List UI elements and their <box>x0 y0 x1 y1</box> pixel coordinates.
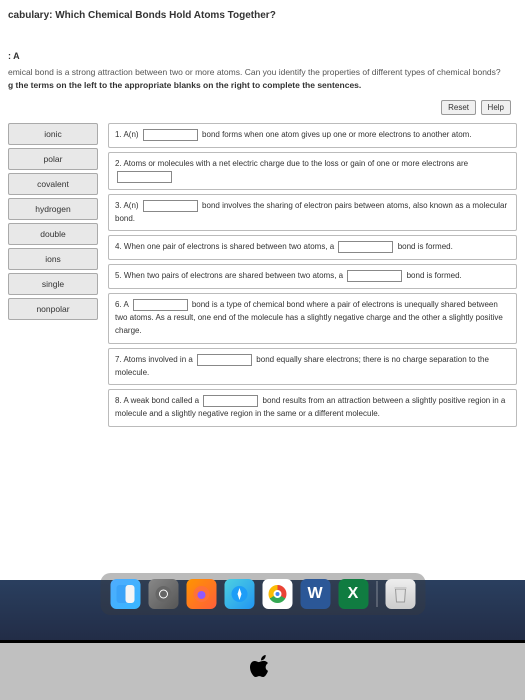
sentence-1-post: bond forms when one atom gives up one or… <box>202 130 471 139</box>
sentence-6-pre: 6. A <box>115 300 128 309</box>
term-polar[interactable]: polar <box>8 148 98 170</box>
worksheet-page: cabulary: Which Chemical Bonds Hold Atom… <box>0 0 525 580</box>
launchpad-icon[interactable] <box>148 579 178 609</box>
instruction-text: g the terms on the left to the appropria… <box>8 80 517 90</box>
sentence-5: 5. When two pairs of electrons are share… <box>108 264 517 289</box>
sentence-4-post: bond is formed. <box>398 242 453 251</box>
controls-row: Reset Help <box>8 100 517 115</box>
terms-column: ionic polar covalent hydrogen double ion… <box>8 123 98 431</box>
word-label: W <box>307 585 322 603</box>
blank-1[interactable] <box>143 129 198 141</box>
term-ions[interactable]: ions <box>8 248 98 270</box>
reset-button[interactable]: Reset <box>441 100 476 115</box>
firefox-icon[interactable] <box>186 579 216 609</box>
sentence-2: 2. Atoms or molecules with a net electri… <box>108 152 517 190</box>
sentence-4-pre: 4. When one pair of electrons is shared … <box>115 242 334 251</box>
sentence-7-pre: 7. Atoms involved in a <box>115 355 193 364</box>
blank-5[interactable] <box>347 270 402 282</box>
sentence-4: 4. When one pair of electrons is shared … <box>108 235 517 260</box>
sentence-5-post: bond is formed. <box>407 271 462 280</box>
drag-drop-area: ionic polar covalent hydrogen double ion… <box>8 123 517 431</box>
macos-dock: W X <box>100 573 425 615</box>
term-double[interactable]: double <box>8 223 98 245</box>
apple-logo-icon <box>250 655 276 685</box>
finder-icon[interactable] <box>110 579 140 609</box>
sentence-2-pre: 2. Atoms or molecules with a net electri… <box>115 159 468 168</box>
page-title: cabulary: Which Chemical Bonds Hold Atom… <box>8 10 517 21</box>
sentence-6: 6. A bond is a type of chemical bond whe… <box>108 293 517 344</box>
term-covalent[interactable]: covalent <box>8 173 98 195</box>
excel-label: X <box>348 585 359 603</box>
blank-4[interactable] <box>338 241 393 253</box>
word-icon[interactable]: W <box>300 579 330 609</box>
term-nonpolar[interactable]: nonpolar <box>8 298 98 320</box>
sentence-3: 3. A(n) bond involves the sharing of ele… <box>108 194 517 232</box>
intro-text: emical bond is a strong attraction betwe… <box>8 67 517 77</box>
sentence-7: 7. Atoms involved in a bond equally shar… <box>108 348 517 386</box>
blank-8[interactable] <box>203 395 258 407</box>
sentences-column: 1. A(n) bond forms when one atom gives u… <box>108 123 517 431</box>
term-single[interactable]: single <box>8 273 98 295</box>
help-button[interactable]: Help <box>481 100 511 115</box>
dock-separator <box>376 581 377 607</box>
sentence-1: 1. A(n) bond forms when one atom gives u… <box>108 123 517 148</box>
section-label: : A <box>8 51 517 61</box>
safari-icon[interactable] <box>224 579 254 609</box>
sentence-1-pre: 1. A(n) <box>115 130 139 139</box>
sentence-5-pre: 5. When two pairs of electrons are share… <box>115 271 343 280</box>
blank-2[interactable] <box>117 171 172 183</box>
blank-3[interactable] <box>143 200 198 212</box>
sentence-3-pre: 3. A(n) <box>115 201 139 210</box>
blank-6[interactable] <box>133 299 188 311</box>
sentence-8: 8. A weak bond called a bond results fro… <box>108 389 517 427</box>
monitor-bezel <box>0 640 525 700</box>
blank-7[interactable] <box>197 354 252 366</box>
sentence-8-pre: 8. A weak bond called a <box>115 396 199 405</box>
chrome-icon[interactable] <box>262 579 292 609</box>
excel-icon[interactable]: X <box>338 579 368 609</box>
trash-icon[interactable] <box>385 579 415 609</box>
term-hydrogen[interactable]: hydrogen <box>8 198 98 220</box>
term-ionic[interactable]: ionic <box>8 123 98 145</box>
